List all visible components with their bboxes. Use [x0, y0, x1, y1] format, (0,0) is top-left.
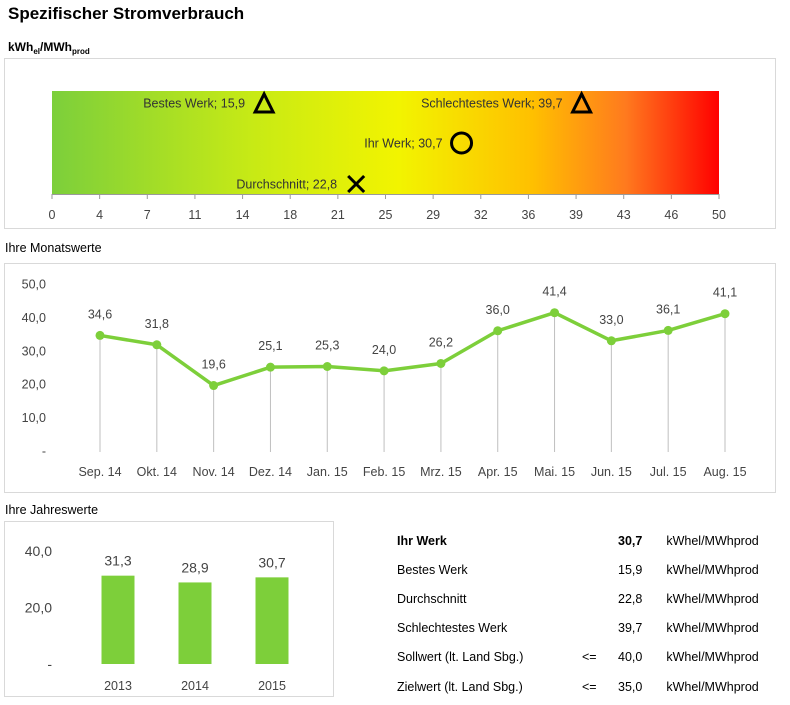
summary-unit: kWhel/MWhprod — [666, 533, 759, 548]
summary-unit: kWhel/MWhprod — [666, 679, 759, 694]
monthly-section-label: Ihre Monatswerte — [5, 241, 102, 255]
summary-label: Zielwert (lt. Land Sbg.) — [397, 679, 523, 694]
summary-unit: kWhel/MWhprod — [666, 562, 759, 577]
summary-row: Durchschnitt 22,8 kWhel/MWhprod — [392, 584, 762, 613]
summary-row: Sollwert (lt. Land Sbg.) <= 40,0 kWhel/MWhp… — [392, 643, 762, 672]
summary-row: Schlechtestes Werk 39,7 kWhel/MWhprod — [392, 614, 762, 643]
summary-value: 30,7 — [618, 533, 643, 548]
summary-operator — [582, 526, 618, 555]
summary-row: Bestes Werk 15,9 kWhel/MWhprod — [392, 555, 762, 584]
summary-operator: <= — [582, 650, 597, 665]
summary-label: Sollwert (lt. Land Sbg.) — [397, 650, 524, 665]
page-title: Spezifischer Stromverbrauch — [8, 4, 245, 23]
summary-unit: kWhel/MWhprod — [666, 621, 759, 636]
summary-row: Ihr Werk 30,7 kWhel/MWhprod — [392, 526, 762, 555]
monthly-chart-frame — [4, 263, 776, 493]
summary-label: Durchschnitt — [397, 591, 467, 606]
yearly-chart-frame — [4, 521, 334, 697]
summary-unit: kWhel/MWhprod — [666, 650, 759, 665]
unit-sub-el: el — [33, 47, 41, 56]
summary-label: Bestes Werk — [397, 562, 468, 577]
summary-operator — [582, 555, 618, 584]
summary-operator — [582, 584, 618, 613]
scale-chart-frame — [4, 58, 776, 229]
summary-table: Ihr Werk 30,7 kWhel/MWhprod Bestes Werk 15,9… — [392, 526, 762, 701]
unit-sub-prod: prod — [72, 47, 90, 56]
unit-label: kWhel/MWhprod — [8, 40, 90, 56]
summary-value: 40,0 — [618, 650, 643, 665]
summary-row: Zielwert (lt. Land Sbg.) <= 35,0 kWhel/MWhp… — [392, 672, 762, 701]
summary-unit: kWhel/MWhprod — [666, 591, 759, 606]
unit-main: kWh — [8, 40, 34, 54]
summary-value: 39,7 — [618, 621, 643, 636]
summary-value: 35,0 — [618, 679, 643, 694]
summary-value: 15,9 — [618, 562, 643, 577]
unit-slash: /MWh — [40, 40, 73, 54]
summary-operator: <= — [582, 679, 597, 694]
summary-label: Ihr Werk — [397, 533, 447, 548]
summary-label: Schlechtestes Werk — [397, 621, 508, 636]
yearly-section-label: Ihre Jahreswerte — [5, 503, 99, 517]
summary-operator — [582, 614, 618, 643]
summary-value: 22,8 — [618, 591, 643, 606]
